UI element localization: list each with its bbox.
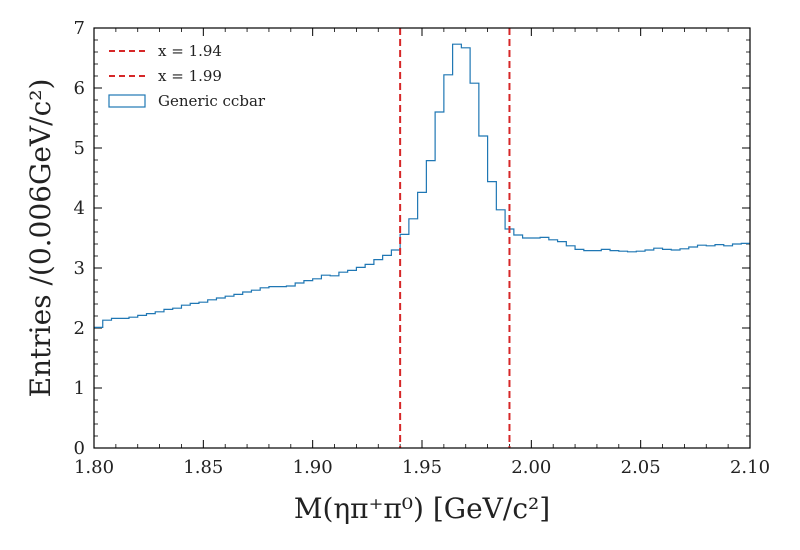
- y-tick-label: 6: [74, 78, 85, 99]
- x-tick-label: 1.80: [74, 457, 114, 478]
- x-axis-label: M(ηπ⁺π⁰) [GeV/c²]: [294, 492, 550, 525]
- x-tick-label: 2.00: [511, 457, 551, 478]
- legend: x = 1.94 x = 1.99 Generic ccbar: [108, 42, 266, 110]
- legend-label-vline-1: x = 1.94: [158, 42, 222, 60]
- minor-ticks: [94, 28, 750, 448]
- y-axis-label: Entries /(0.006GeV/c²): [24, 79, 57, 398]
- x-tick-label: 1.95: [402, 457, 442, 478]
- histogram-step-series: [94, 43, 750, 328]
- legend-swatch-series: [108, 94, 146, 108]
- plot-frame: [93, 27, 751, 449]
- y-tick-label: 5: [74, 138, 85, 159]
- x-tick-labels: 1.80 1.85 1.90 1.95 2.00 2.05 2.10: [74, 457, 770, 478]
- y-tick-labels: 0 1 2 3 4 5 6 7: [74, 18, 85, 459]
- y-tick-label: 7: [74, 18, 85, 39]
- legend-label-vline-2: x = 1.99: [158, 67, 222, 85]
- x-tick-label: 2.05: [621, 457, 661, 478]
- x-tick-label: 1.90: [293, 457, 333, 478]
- y-tick-label: 3: [74, 258, 85, 279]
- y-tick-label: 0: [74, 438, 85, 459]
- legend-label-series: Generic ccbar: [158, 92, 266, 110]
- vertical-lines: [399, 28, 511, 448]
- x-tick-label: 1.85: [183, 457, 223, 478]
- y-tick-label: 4: [74, 198, 85, 219]
- y-tick-label: 2: [74, 318, 85, 339]
- y-tick-label: 1: [74, 378, 85, 399]
- x-tick-label: 2.10: [730, 457, 770, 478]
